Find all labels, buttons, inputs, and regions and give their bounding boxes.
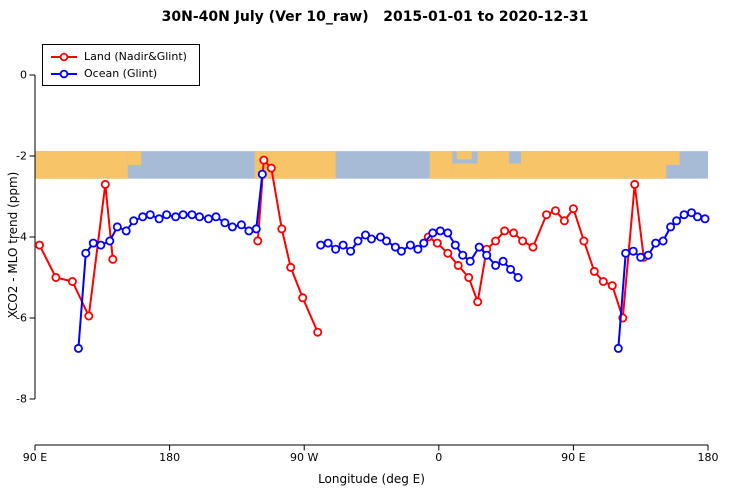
legend: Land (Nadir&Glint) Ocean (Glint): [42, 44, 200, 86]
svg-text:180: 180: [159, 451, 180, 464]
svg-text:-4: -4: [16, 231, 27, 244]
svg-text:90 W: 90 W: [290, 451, 318, 464]
series-land: [35, 155, 649, 337]
series-ocean: [73, 169, 710, 353]
svg-text:0: 0: [435, 451, 442, 464]
svg-text:180: 180: [698, 451, 719, 464]
svg-text:-8: -8: [16, 393, 27, 406]
legend-item-land: Land (Nadir&Glint): [50, 49, 187, 64]
legend-label-land: Land (Nadir&Glint): [84, 50, 187, 63]
ocean-line-symbol: [51, 69, 77, 78]
world-map-strip: [35, 151, 708, 179]
axes: [29, 74, 709, 451]
legend-label-ocean: Ocean (Glint): [84, 67, 158, 80]
svg-text:0: 0: [20, 69, 27, 82]
svg-text:90 E: 90 E: [561, 451, 585, 464]
tick-labels: 90 E 180 90 W 0 90 E 180 0 -2 -4 -6 -8: [16, 69, 718, 465]
svg-text:-2: -2: [16, 150, 27, 163]
svg-text:90 E: 90 E: [23, 451, 47, 464]
land-line-symbol: [51, 52, 77, 61]
x-axis-title: Longitude (deg E): [318, 472, 425, 486]
svg-text:-6: -6: [16, 312, 27, 325]
legend-item-ocean: Ocean (Glint): [50, 66, 187, 81]
y-axis-title: XCO2 - MLO trend (ppm): [6, 171, 20, 319]
chart-title: 30N-40N July (Ver 10_raw) 2015-01-01 to …: [161, 9, 589, 25]
